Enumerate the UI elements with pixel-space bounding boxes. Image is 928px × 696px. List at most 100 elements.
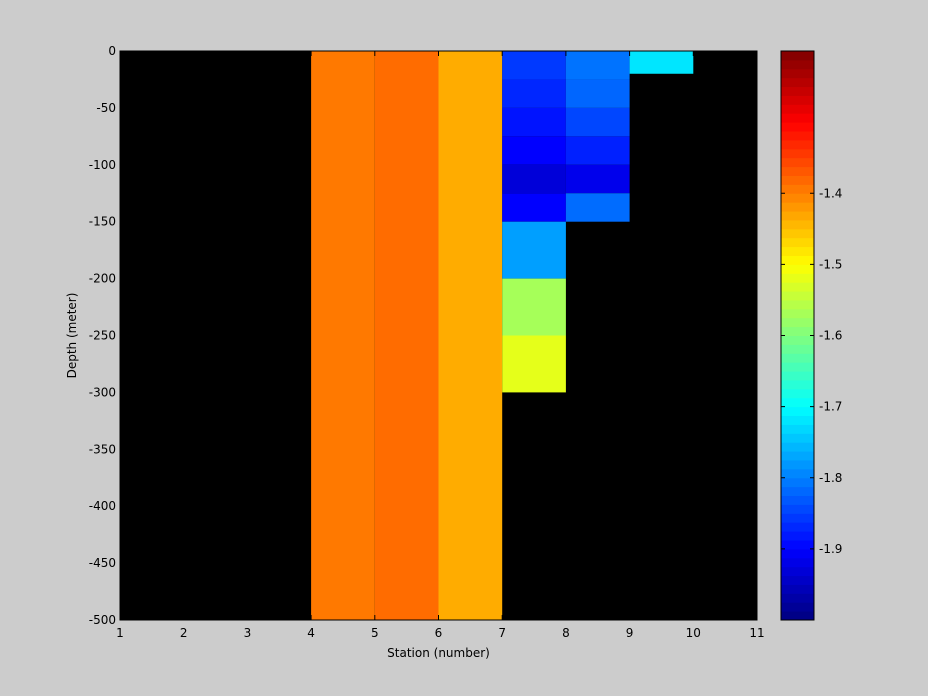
heatmap-cell <box>374 51 439 620</box>
colorbar-strip <box>781 575 814 585</box>
y-tick-label: 0 <box>108 44 116 58</box>
colorbar-strip <box>781 353 814 363</box>
heatmap-cells <box>311 51 694 620</box>
plot-area: 1 2 3 4 5 6 7 8 9 10 11 0 -50 -100 -150 -200 -250 -300 -3… <box>65 44 765 660</box>
y-tick-label: -300 <box>89 385 116 399</box>
y-tick-label: -150 <box>89 215 116 229</box>
y-tick-label: -250 <box>89 329 116 343</box>
colorbar-tick-label: -1.5 <box>819 257 842 271</box>
heatmap-cell <box>438 51 503 620</box>
colorbar-tick-label: -1.8 <box>819 471 842 485</box>
colorbar-ticks: -1.4 -1.5 -1.6 -1.7 -1.8 -1.9 <box>781 186 842 556</box>
heatmap-cell <box>565 51 630 80</box>
colorbar-strip <box>781 548 814 559</box>
heatmap-cell <box>565 79 630 108</box>
heatmap-cell <box>565 107 630 137</box>
colorbar-strip <box>781 397 814 408</box>
x-tick-label: 1 <box>116 626 124 640</box>
colorbar-strip <box>781 344 814 354</box>
colorbar-strip <box>781 459 814 470</box>
colorbar-strip <box>781 371 814 381</box>
heatmap-cell <box>565 136 630 165</box>
colorbar-strip <box>781 557 814 568</box>
y-tick-label: -50 <box>96 101 116 115</box>
colorbar-strip <box>781 139 814 150</box>
heatmap-cell <box>502 278 566 336</box>
colorbar-strip <box>781 113 814 123</box>
x-tick-label: 3 <box>244 626 252 640</box>
colorbar-strip <box>781 175 814 185</box>
x-tick-label: 5 <box>371 626 379 640</box>
colorbar-strip <box>781 433 814 443</box>
y-tick-label: -100 <box>89 158 116 172</box>
colorbar-tick-label: -1.7 <box>819 400 842 414</box>
y-tick-label: -350 <box>89 442 116 456</box>
y-axis: 0 -50 -100 -150 -200 -250 -300 -350 -400 -450 -500 <box>89 44 757 627</box>
colorbar-strip <box>781 86 814 96</box>
x-tick-label: 6 <box>435 626 443 640</box>
colorbar-strip <box>781 122 814 132</box>
colorbar-strip <box>781 388 814 399</box>
colorbar-strip <box>781 148 814 159</box>
colorbar-strip <box>781 593 814 603</box>
heatmap-cell <box>502 136 566 165</box>
colorbar-tick-label: -1.9 <box>819 542 842 556</box>
colorbar-strip <box>781 539 814 550</box>
colorbar-strip <box>781 326 814 336</box>
colorbar-tick-label: -1.6 <box>819 329 842 343</box>
colorbar-strip <box>781 602 814 612</box>
heatmap-cell <box>311 51 375 620</box>
colorbar-strip <box>781 406 814 417</box>
colorbar-strip <box>781 59 814 70</box>
colorbar-strip <box>781 104 814 114</box>
x-tick-label: 4 <box>307 626 315 640</box>
colorbar-strip <box>781 68 814 79</box>
colorbar-strip <box>781 202 814 212</box>
colorbar-strip <box>781 237 814 248</box>
colorbar-strip <box>781 317 814 328</box>
colorbar-strip <box>781 584 814 594</box>
x-tick-label: 2 <box>180 626 188 640</box>
heatmap-cell <box>502 107 566 137</box>
colorbar-strip <box>781 51 814 61</box>
colorbar-strip <box>781 193 814 203</box>
heatmap-cell <box>629 51 694 74</box>
x-tick-label: 11 <box>749 626 764 640</box>
colorbar-strip <box>781 219 814 230</box>
y-axis-label: Depth (meter) <box>65 293 79 379</box>
x-axis: 1 2 3 4 5 6 7 8 9 10 11 <box>116 51 765 640</box>
colorbar-strip <box>781 131 814 141</box>
colorbar-strip <box>781 495 814 505</box>
colorbar-strip <box>781 566 814 577</box>
colorbar-strips <box>781 51 814 621</box>
colorbar-strip <box>781 166 814 176</box>
colorbar-strip <box>781 451 814 461</box>
colorbar-strip <box>781 211 814 221</box>
colorbar-strip <box>781 264 814 274</box>
heatmap-cell <box>502 51 566 80</box>
colorbar-tick-label: -1.4 <box>819 186 842 200</box>
colorbar-strip <box>781 291 814 301</box>
colorbar-strip <box>781 504 814 514</box>
colorbar-strip <box>781 486 814 497</box>
colorbar-strip <box>781 522 814 532</box>
colorbar-strip <box>781 513 814 523</box>
heatmap-cell <box>502 193 566 222</box>
colorbar-strip <box>781 273 814 283</box>
colorbar-strip <box>781 299 814 310</box>
x-tick-label: 7 <box>498 626 506 640</box>
colorbar-strip <box>781 424 814 434</box>
heatmap-cell <box>502 221 566 279</box>
y-tick-label: -200 <box>89 272 116 286</box>
colorbar-strip <box>781 308 814 319</box>
colorbar-strip <box>781 246 814 256</box>
x-axis-label: Station (number) <box>387 646 490 660</box>
y-tick-label: -500 <box>89 613 116 627</box>
colorbar-strip <box>781 611 814 621</box>
x-tick-label: 8 <box>562 626 570 640</box>
heatmap-cell <box>565 193 630 222</box>
colorbar-strip <box>781 477 814 488</box>
heatmap-cell <box>502 164 566 194</box>
heatmap-cell <box>502 79 566 108</box>
